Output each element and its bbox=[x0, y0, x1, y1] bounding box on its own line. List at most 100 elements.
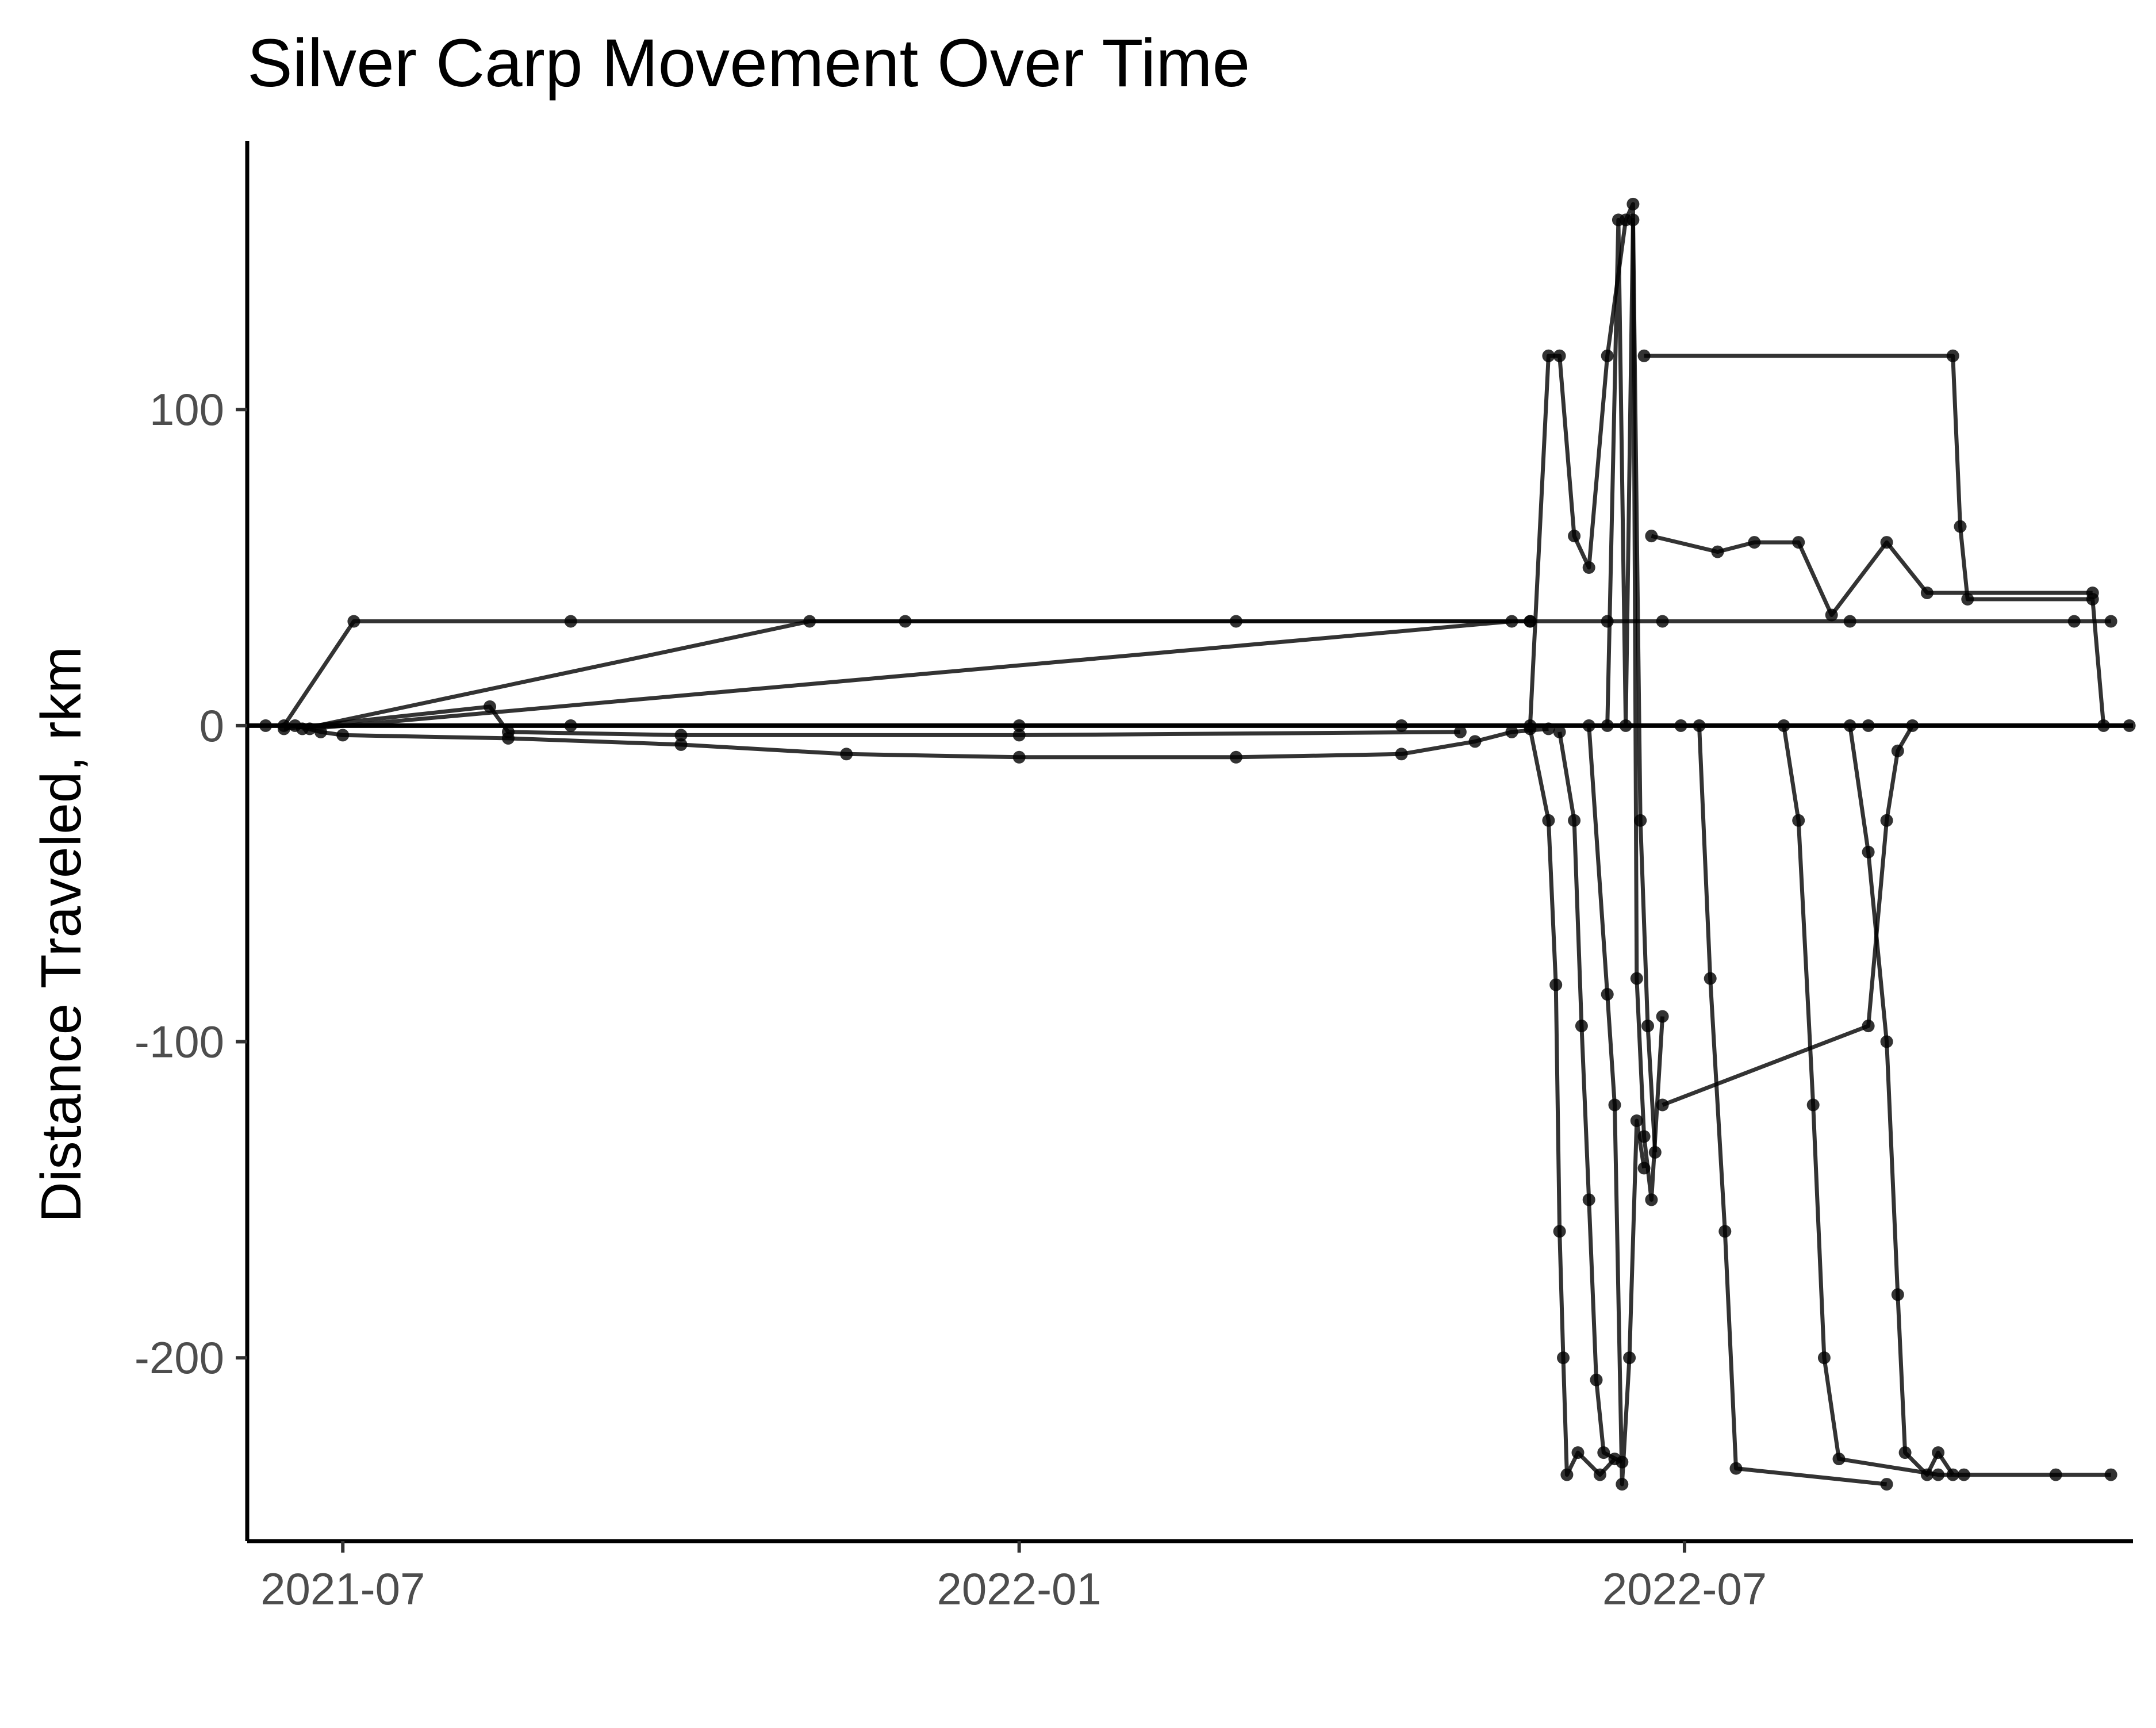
data-point bbox=[1645, 530, 1658, 543]
data-point bbox=[2067, 615, 2081, 628]
data-point bbox=[1542, 814, 1555, 827]
data-point bbox=[1582, 1193, 1595, 1206]
series-13 bbox=[1645, 530, 2099, 622]
data-point bbox=[1898, 1446, 1912, 1459]
data-point bbox=[1920, 1468, 1934, 1481]
series-16 bbox=[1777, 719, 2117, 1481]
data-point bbox=[1553, 349, 1566, 362]
data-point bbox=[1961, 593, 1974, 606]
data-point bbox=[2104, 615, 2117, 628]
data-point bbox=[336, 729, 350, 742]
data-point bbox=[1601, 349, 1614, 362]
data-point bbox=[1612, 213, 1625, 227]
data-point bbox=[2086, 587, 2099, 599]
x-tick-label: 2022-01 bbox=[937, 1564, 1102, 1614]
data-point bbox=[1806, 1098, 1820, 1112]
data-point bbox=[1880, 1478, 1893, 1491]
data-point bbox=[1704, 972, 1717, 985]
series-14 bbox=[1656, 719, 1919, 1112]
data-point bbox=[1648, 1145, 1662, 1159]
data-point bbox=[1832, 1453, 1846, 1466]
data-point bbox=[1616, 1478, 1629, 1491]
data-point bbox=[1946, 349, 1959, 362]
data-point bbox=[1395, 748, 1408, 761]
data-point bbox=[674, 729, 688, 742]
data-point bbox=[1553, 1225, 1566, 1238]
series-line bbox=[1644, 354, 2106, 726]
data-point bbox=[674, 738, 688, 751]
y-axis-title: Distance Traveled, rkm bbox=[29, 646, 93, 1223]
data-point bbox=[1792, 536, 1805, 549]
data-point bbox=[1637, 1162, 1651, 1175]
data-point bbox=[840, 748, 853, 761]
data-point bbox=[1593, 1468, 1606, 1481]
data-point bbox=[1880, 1035, 1893, 1048]
data-point bbox=[1656, 1098, 1669, 1112]
chart-title: Silver Carp Movement Over Time bbox=[247, 25, 1250, 101]
data-point bbox=[1468, 735, 1482, 748]
data-point bbox=[803, 615, 816, 628]
data-point bbox=[1946, 1468, 1959, 1481]
data-point bbox=[484, 700, 496, 713]
data-point bbox=[502, 725, 515, 738]
data-point bbox=[1597, 1446, 1610, 1459]
data-point bbox=[1645, 1193, 1658, 1206]
data-point bbox=[1601, 988, 1614, 1001]
x-tick-label: 2022-07 bbox=[1602, 1564, 1767, 1614]
data-point bbox=[1729, 1462, 1743, 1475]
data-point bbox=[2049, 1468, 2062, 1481]
data-point bbox=[1012, 750, 1026, 764]
series-12 bbox=[1637, 349, 2110, 732]
data-point bbox=[1453, 725, 1467, 738]
series-5 bbox=[277, 700, 1467, 742]
plot-layer bbox=[247, 197, 2136, 1491]
y-tick-label: 100 bbox=[149, 384, 224, 435]
series-line bbox=[309, 619, 1512, 731]
data-point bbox=[1542, 349, 1555, 362]
y-tick-label: -100 bbox=[135, 1017, 224, 1067]
data-point bbox=[1601, 615, 1614, 628]
data-point bbox=[1637, 349, 1651, 362]
data-point bbox=[1718, 1225, 1732, 1238]
data-point bbox=[1932, 1446, 1945, 1459]
data-point bbox=[1012, 729, 1026, 742]
data-point bbox=[1862, 845, 1875, 859]
data-point bbox=[1549, 978, 1563, 991]
data-point bbox=[1656, 615, 1669, 628]
data-point bbox=[1932, 1468, 1945, 1481]
data-point bbox=[1957, 1468, 1970, 1481]
data-point bbox=[564, 615, 577, 628]
series-line bbox=[283, 704, 1460, 737]
y-ticks: -200 -100 0 100 bbox=[135, 384, 247, 1383]
data-point bbox=[1954, 520, 1967, 533]
data-point bbox=[347, 615, 360, 628]
data-point bbox=[1825, 608, 1838, 622]
data-point bbox=[1505, 725, 1518, 738]
data-point bbox=[1575, 1020, 1588, 1033]
data-point bbox=[1880, 814, 1893, 827]
data-point bbox=[1880, 536, 1893, 549]
data-point bbox=[1748, 536, 1761, 549]
y-tick-label: -200 bbox=[135, 1332, 224, 1383]
data-point bbox=[1843, 615, 1856, 628]
y-tick-label: 0 bbox=[200, 700, 224, 751]
data-point bbox=[1582, 561, 1595, 574]
data-point bbox=[1568, 814, 1581, 827]
data-point bbox=[1505, 615, 1518, 628]
series-10 bbox=[1582, 719, 1651, 1491]
data-point bbox=[1590, 1373, 1603, 1386]
data-point bbox=[1630, 1114, 1643, 1127]
series-1 bbox=[289, 719, 1555, 764]
data-point bbox=[1571, 1446, 1585, 1459]
data-point bbox=[1862, 1020, 1875, 1033]
data-point bbox=[1634, 814, 1647, 827]
series-17 bbox=[1843, 719, 1959, 1481]
data-point bbox=[1560, 1468, 1574, 1481]
data-point bbox=[1623, 1351, 1636, 1365]
data-point bbox=[1626, 197, 1640, 210]
data-point bbox=[1711, 545, 1724, 558]
series-15 bbox=[1693, 719, 1893, 1491]
data-point bbox=[1920, 587, 1934, 599]
data-point bbox=[1626, 213, 1640, 227]
